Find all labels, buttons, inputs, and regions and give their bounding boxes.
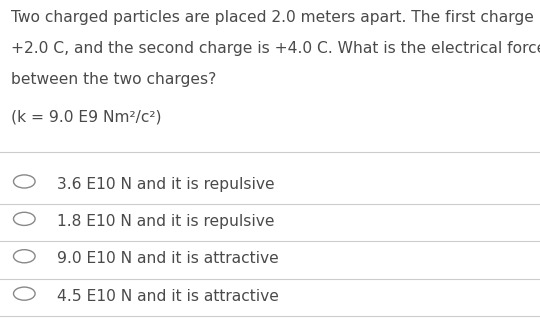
Text: +2.0 C, and the second charge is +4.0 C. What is the electrical force: +2.0 C, and the second charge is +4.0 C.… <box>11 41 540 56</box>
Text: 9.0 E10 N and it is attractive: 9.0 E10 N and it is attractive <box>57 251 279 266</box>
Text: 4.5 E10 N and it is attractive: 4.5 E10 N and it is attractive <box>57 289 279 304</box>
Text: 1.8 E10 N and it is repulsive: 1.8 E10 N and it is repulsive <box>57 214 274 229</box>
Text: Two charged particles are placed 2.0 meters apart. The first charge is: Two charged particles are placed 2.0 met… <box>11 10 540 25</box>
Text: between the two charges?: between the two charges? <box>11 72 216 87</box>
Text: 3.6 E10 N and it is repulsive: 3.6 E10 N and it is repulsive <box>57 176 274 192</box>
Text: (k = 9.0 E9 Nm²/c²): (k = 9.0 E9 Nm²/c²) <box>11 110 161 125</box>
